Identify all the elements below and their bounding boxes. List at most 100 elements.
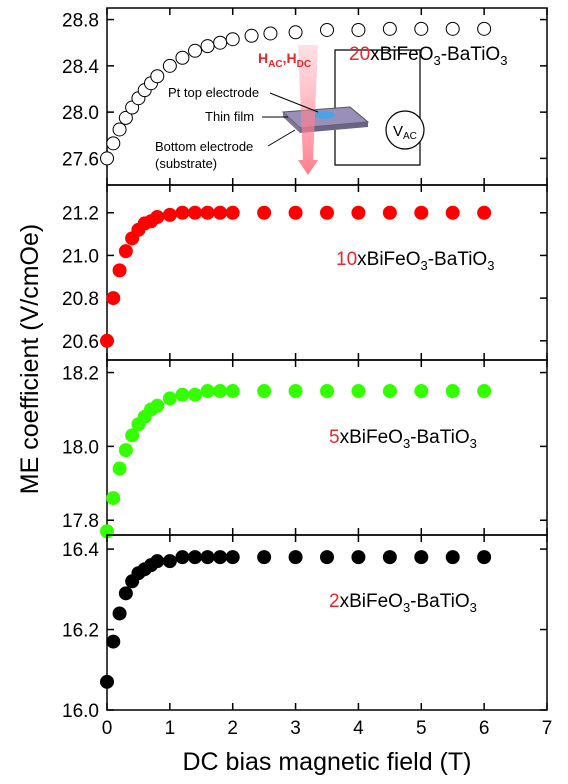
y-tick-label: 28.4 (62, 57, 99, 78)
data-point (351, 384, 366, 399)
data-point (188, 43, 202, 58)
voltmeter-label: VAC (393, 123, 417, 142)
y-tick-label: 18.0 (62, 437, 99, 458)
data-point (477, 384, 492, 399)
data-point (477, 205, 492, 220)
substrate-edge (300, 122, 368, 133)
data-point (100, 674, 114, 689)
data-point (112, 122, 127, 137)
data-point (445, 205, 460, 220)
data-point (188, 387, 202, 402)
annotation-text: xBiFeO (370, 44, 433, 65)
data-point (150, 398, 165, 413)
data-point (175, 550, 190, 565)
data-point (414, 205, 429, 220)
data-point (100, 333, 114, 348)
data-point (200, 550, 215, 565)
data-point (257, 550, 272, 565)
y-tick-label: 21.2 (62, 204, 99, 225)
annotation-sub: 3 (403, 436, 410, 451)
data-point (288, 550, 303, 565)
x-tick-label: 3 (290, 718, 301, 739)
voltmeter-sub: AC (403, 131, 417, 142)
data-point (162, 554, 177, 569)
series-annotation: 10xBiFeO3-BaTiO3 (336, 249, 494, 273)
pointer (267, 129, 296, 147)
data-point (320, 22, 334, 37)
y-tick-label: 16.0 (62, 701, 99, 722)
data-point (175, 205, 190, 220)
data-point (118, 244, 133, 259)
data-point (213, 550, 228, 565)
data-point (225, 384, 240, 399)
annotation-sub: 3 (487, 258, 494, 273)
data-point (414, 550, 429, 565)
data-point (257, 384, 272, 399)
y-tick-label: 17.8 (62, 511, 99, 532)
data-point (162, 391, 177, 406)
annotation-text: xBiFeO (340, 591, 403, 612)
data-point (125, 428, 140, 443)
field-beam (298, 45, 318, 175)
data-point (477, 21, 492, 36)
annotation-prefix: 20 (349, 44, 370, 65)
voltmeter (385, 110, 425, 150)
data-point (162, 58, 177, 73)
field-comma: , (283, 50, 287, 66)
y-tick-label: 21.0 (62, 246, 99, 267)
data-point (225, 550, 240, 565)
data-point (175, 50, 190, 65)
data-point (188, 550, 202, 565)
annotation-sub: 3 (434, 53, 441, 68)
data-point (477, 550, 492, 565)
data-point (445, 21, 460, 36)
data-point (414, 21, 429, 36)
annotation-text: -BaTiO (441, 44, 500, 65)
y-tick-label: 20.6 (62, 332, 99, 353)
data-point (200, 384, 215, 399)
data-point (118, 110, 133, 125)
data-point (112, 606, 127, 621)
data-point (106, 491, 121, 506)
data-point (320, 550, 334, 565)
y-tick-label: 27.6 (62, 149, 99, 170)
annotation-sub: 3 (421, 258, 428, 273)
annotation-text: -BaTiO (410, 427, 469, 448)
y-tick-label: 20.8 (62, 289, 99, 310)
data-point (213, 35, 228, 50)
data-point (118, 586, 133, 601)
annotation-sub: 3 (470, 436, 477, 451)
series-annotation: 5xBiFeO3-BaTiO3 (329, 427, 477, 451)
data-point (188, 205, 202, 220)
data-point (320, 384, 334, 399)
annotation-text: -BaTiO (428, 249, 487, 270)
x-tick-label: 1 (165, 718, 176, 739)
data-point (106, 291, 121, 306)
data-point (150, 69, 165, 84)
field-sub: DC (297, 59, 311, 70)
data-point (445, 550, 460, 565)
y-tick-label: 28.0 (62, 103, 99, 124)
y-axis-label: ME coefficient (V/cmOe) (16, 224, 44, 494)
annotation-sub: 3 (500, 53, 507, 68)
x-axis-label: DC bias magnetic field (T) (183, 748, 472, 776)
data-point (244, 28, 259, 43)
data-point (382, 21, 397, 36)
y-tick-label: 28.8 (62, 11, 99, 32)
series-annotation: 20xBiFeO3-BaTiO3 (349, 44, 507, 68)
data-point (288, 25, 303, 40)
data-point (213, 205, 228, 220)
plot-frame (106, 534, 548, 711)
annotation-text: xBiFeO (340, 427, 403, 448)
data-point (351, 22, 366, 37)
data-point (162, 207, 177, 222)
x-tick-label: 7 (542, 718, 553, 739)
data-point (414, 384, 429, 399)
data-point (150, 210, 165, 225)
data-point (382, 384, 397, 399)
data-point (288, 205, 303, 220)
pointer (269, 92, 319, 113)
data-point (351, 205, 366, 220)
